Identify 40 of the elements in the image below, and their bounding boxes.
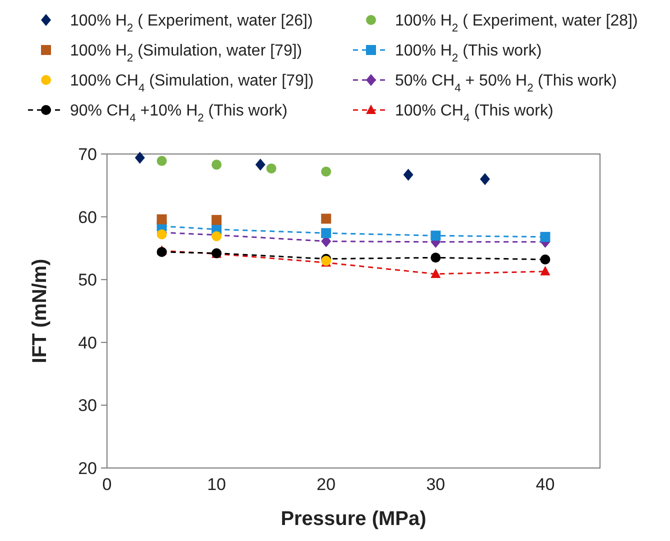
point [403, 168, 414, 181]
legend-label: 100% H$_{2}$ ( Experiment, water [28]) [395, 12, 638, 35]
point [430, 230, 441, 241]
legend-label: 100% CH$_{4}$ (Simulation, water [79]) [70, 72, 314, 95]
legend-label: 90% CH$_{4}$ +10% H$_{2}$ (This work) [70, 102, 288, 125]
point [430, 268, 441, 278]
point [321, 214, 332, 224]
y-tick-label: 30 [78, 396, 97, 416]
point [156, 156, 167, 166]
point [212, 160, 222, 170]
point [255, 158, 266, 171]
point [321, 228, 332, 238]
point [156, 214, 167, 224]
point [480, 173, 490, 186]
legend-label: 100% H$_{2}$ (This work) [395, 42, 542, 65]
y-tick-label: 20 [78, 458, 97, 478]
x-tick-label: 40 [536, 475, 555, 494]
point [540, 266, 550, 276]
point [540, 232, 550, 242]
legend-label: 100% H$_{2}$ ( Experiment, water [26]) [70, 12, 313, 35]
y-tick-label: 60 [78, 208, 97, 227]
y-tick-label: 70 [78, 144, 97, 164]
x-tick-label: 30 [426, 475, 446, 494]
point [430, 252, 441, 263]
y-axis-title: IFT (mN/m) [29, 258, 51, 364]
point [134, 152, 145, 164]
x-tick-label: 0 [102, 475, 112, 494]
legend-label: 100% H$_{2}$ (Simulation, water [79]) [70, 42, 302, 65]
point [212, 214, 222, 225]
point [156, 229, 167, 240]
point [540, 254, 550, 265]
x-tick-label: 10 [207, 475, 226, 494]
y-tick-label: 40 [78, 333, 97, 352]
point [321, 166, 332, 177]
x-axis-title: Pressure (MPa) [280, 508, 426, 530]
legend-label: 50% CH$_{4}$ + 50% H$_{2}$ (This work) [395, 72, 617, 95]
x-tick-label: 20 [316, 475, 336, 494]
legend-label: 100% CH$_{4}$ (This work) [395, 102, 554, 125]
point [266, 163, 276, 174]
y-tick-label: 50 [78, 270, 97, 290]
